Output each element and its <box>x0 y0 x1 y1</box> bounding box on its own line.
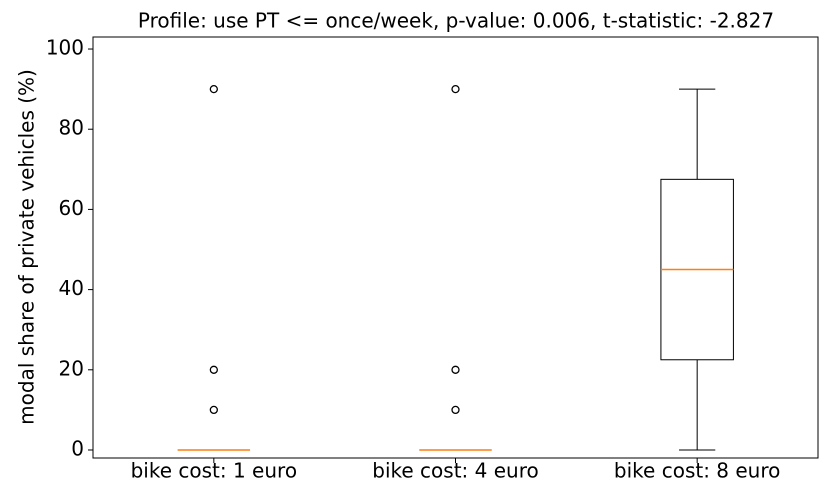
y-tick-label: 0 <box>71 436 84 460</box>
chart-title: Profile: use PT <= once/week, p-value: 0… <box>138 9 774 33</box>
x-tick-label: bike cost: 4 euro <box>372 459 538 483</box>
outlier <box>451 365 460 374</box>
outlier <box>209 84 218 94</box>
x-tick-label: bike cost: 8 euro <box>614 459 780 483</box>
outlier <box>209 405 218 415</box>
y-tick-label: 100 <box>46 36 84 60</box>
outlier <box>451 405 460 415</box>
y-tick-label: 80 <box>59 116 84 140</box>
outlier <box>451 84 460 94</box>
y-tick-label: 20 <box>59 356 84 380</box>
y-tick-label: 60 <box>59 196 84 220</box>
x-tick-label: bike cost: 1 euro <box>131 459 297 483</box>
plot-frame <box>92 36 819 459</box>
outlier <box>209 365 218 374</box>
y-axis-label: modal share of private vehicles (%) <box>15 69 39 425</box>
y-tick-label: 40 <box>59 276 84 300</box>
